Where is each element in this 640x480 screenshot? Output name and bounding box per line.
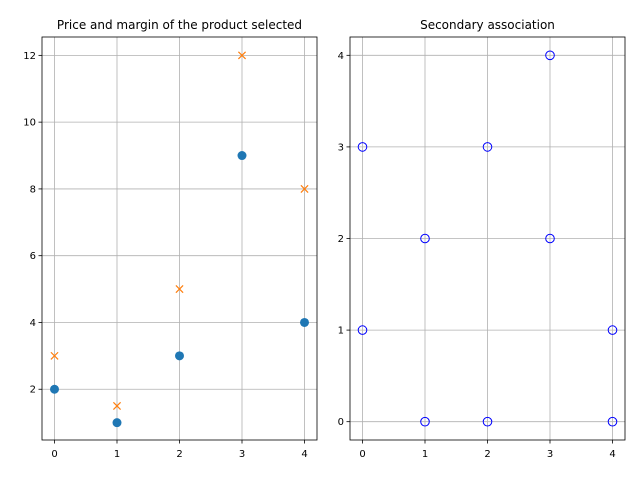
y-tick-label: 2 bbox=[30, 385, 36, 396]
data-point-circle bbox=[50, 384, 59, 394]
x-tick-label: 2 bbox=[176, 449, 182, 460]
y-tick-label: 3 bbox=[338, 142, 344, 153]
chart-title: Secondary association bbox=[420, 18, 555, 32]
x-tick-label: 4 bbox=[609, 449, 615, 460]
data-point-open-circle bbox=[482, 142, 493, 152]
data-point-x-marker bbox=[237, 51, 247, 60]
data-point-x-marker bbox=[175, 285, 184, 294]
data-point-open-circle bbox=[545, 233, 555, 244]
y-tick-label: 2 bbox=[338, 234, 344, 245]
data-point-circle bbox=[175, 351, 184, 361]
data-point-open-circle bbox=[545, 50, 555, 61]
y-tick-label: 10 bbox=[23, 118, 36, 129]
data-point-x-marker bbox=[300, 184, 309, 193]
y-tick-label: 12 bbox=[23, 51, 36, 62]
y-tick-label: 6 bbox=[30, 251, 36, 262]
y-tick-label: 8 bbox=[30, 184, 36, 195]
chart-title: Price and margin of the product selected bbox=[57, 18, 302, 32]
data-point-open-circle bbox=[420, 233, 430, 244]
data-point-open-circle bbox=[420, 416, 430, 427]
data-point-open-circle bbox=[357, 142, 368, 152]
data-point-open-circle bbox=[607, 416, 618, 427]
axes-frame bbox=[349, 36, 626, 441]
x-tick-label: 3 bbox=[547, 449, 553, 460]
data-point-x-marker bbox=[50, 351, 59, 360]
data-point-open-circle bbox=[482, 416, 493, 427]
data-point-open-circle bbox=[607, 325, 618, 335]
x-tick-label: 2 bbox=[484, 449, 490, 460]
chart-2: 0 1 2 3 4 0 1 2 3 4 Secondary association bbox=[338, 18, 626, 460]
x-tick-label: 0 bbox=[359, 449, 365, 460]
data-point-x-marker bbox=[112, 401, 122, 410]
y-tick-label: 1 bbox=[338, 326, 344, 337]
data-point-circle bbox=[300, 317, 309, 327]
x-tick-label: 3 bbox=[239, 449, 245, 460]
data-point-open-circle bbox=[357, 325, 368, 335]
y-tick-label: 4 bbox=[30, 318, 36, 329]
x-tick-label: 1 bbox=[114, 449, 120, 460]
y-tick-label: 4 bbox=[338, 51, 344, 62]
x-tick-label: 0 bbox=[51, 449, 57, 460]
y-tick-label: 0 bbox=[338, 417, 344, 428]
axes-frame bbox=[41, 36, 318, 441]
data-point-circle bbox=[237, 151, 247, 161]
x-tick-label: 1 bbox=[422, 449, 428, 460]
data-point-circle bbox=[112, 418, 122, 428]
x-tick-label: 4 bbox=[301, 449, 307, 460]
